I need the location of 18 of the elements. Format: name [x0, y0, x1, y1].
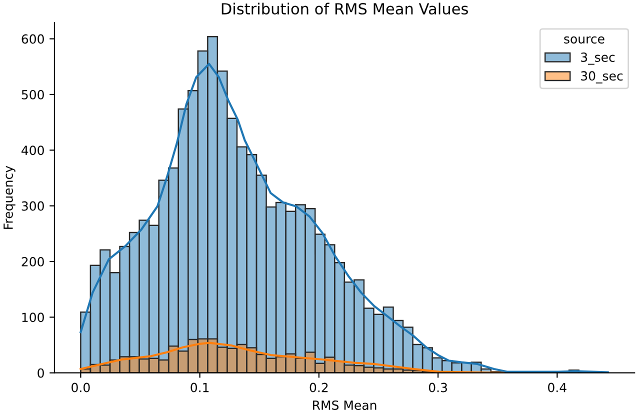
legend-title: source	[564, 36, 604, 44]
x-tick-label: 0.1	[190, 382, 209, 392]
y-tick-label: 200	[22, 256, 44, 266]
x-tick-label: 0.3	[428, 382, 447, 392]
chart-title: Distribution of RMS Mean Values	[222, 2, 468, 15]
y-axis-title: Frequency	[4, 166, 16, 229]
legend-label: 3_sec	[581, 52, 615, 65]
x-tick-label: 0.4	[548, 382, 566, 392]
x-tick-label: 0.0	[72, 382, 90, 392]
x-axis-title: RMS Mean	[313, 400, 376, 410]
y-tick-label: 100	[22, 312, 44, 322]
y-tick-label: 600	[22, 34, 44, 44]
legend-label: 30_sec	[581, 71, 623, 84]
y-tick-label: 0	[38, 368, 44, 378]
y-tick-label: 400	[22, 146, 44, 156]
y-tick-label: 500	[22, 90, 44, 100]
x-tick-label: 0.2	[310, 382, 328, 392]
y-tick-label: 300	[22, 201, 44, 211]
